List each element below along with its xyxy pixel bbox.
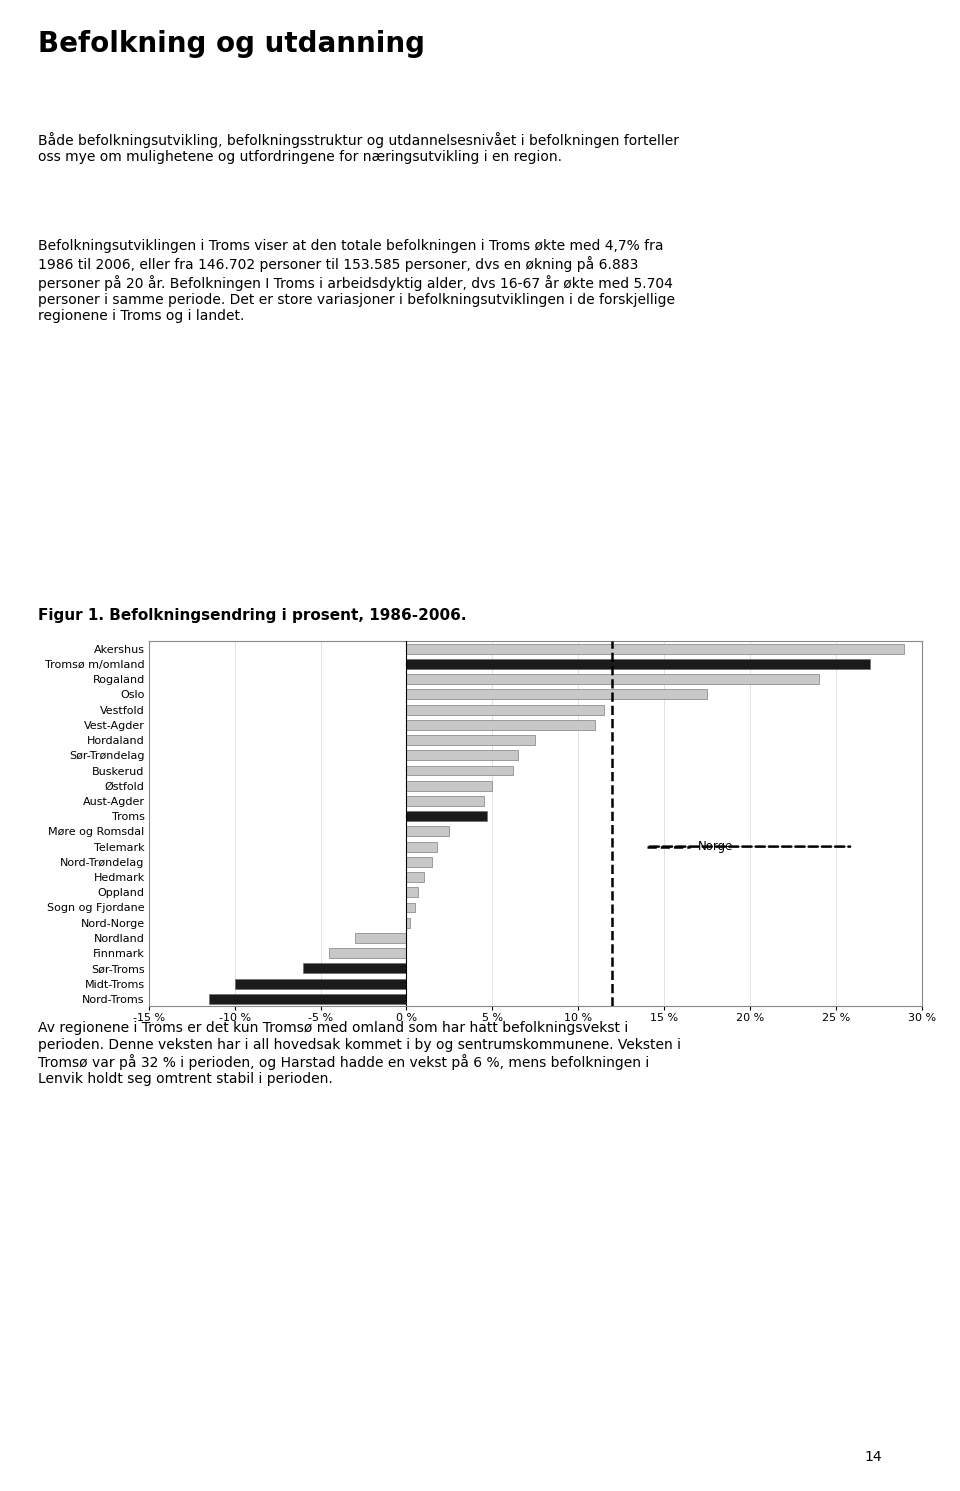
Bar <box>406 811 487 822</box>
Bar <box>406 826 449 836</box>
Bar <box>406 689 707 699</box>
Bar <box>406 705 604 714</box>
Bar <box>406 644 904 653</box>
Bar <box>406 750 518 760</box>
Bar <box>355 933 406 942</box>
Text: Norge: Norge <box>698 839 733 853</box>
Bar <box>234 978 406 989</box>
Bar <box>406 735 536 746</box>
Text: Både befolkningsutvikling, befolkningsstruktur og utdannelsesnivået i befolkning: Både befolkningsutvikling, befolkningsst… <box>38 131 680 164</box>
Bar <box>406 765 513 775</box>
Bar <box>329 948 406 959</box>
Bar <box>406 796 484 807</box>
Bar <box>209 994 406 1003</box>
Bar <box>406 887 419 898</box>
Bar <box>303 963 406 974</box>
Bar <box>406 872 423 883</box>
Text: Befolkningsutviklingen i Troms viser at den totale befolkningen i Troms økte med: Befolkningsutviklingen i Troms viser at … <box>38 240 676 324</box>
Bar <box>406 857 432 866</box>
Text: Befolkning og utdanning: Befolkning og utdanning <box>38 30 425 58</box>
Bar <box>406 918 410 927</box>
Text: 14: 14 <box>865 1451 882 1464</box>
Bar <box>406 674 819 684</box>
Bar <box>406 781 492 790</box>
Bar <box>406 659 870 669</box>
Bar <box>406 841 438 851</box>
Text: Figur 1. Befolkningsendring i prosent, 1986-2006.: Figur 1. Befolkningsendring i prosent, 1… <box>38 607 467 623</box>
Text: Av regionene i Troms er det kun Tromsø med omland som har hatt befolkningsvekst : Av regionene i Troms er det kun Tromsø m… <box>38 1021 682 1087</box>
Bar <box>406 902 415 912</box>
Bar <box>406 720 595 729</box>
